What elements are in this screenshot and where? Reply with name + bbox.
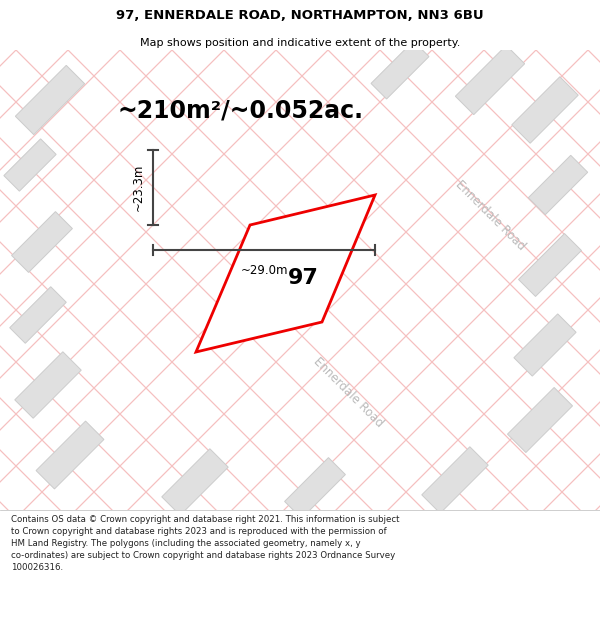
Polygon shape: [512, 77, 578, 143]
Polygon shape: [518, 234, 581, 296]
Polygon shape: [10, 287, 66, 343]
Text: ~29.0m: ~29.0m: [240, 264, 288, 277]
Polygon shape: [196, 195, 375, 352]
Polygon shape: [15, 352, 81, 418]
Polygon shape: [371, 41, 429, 99]
Text: Contains OS data © Crown copyright and database right 2021. This information is : Contains OS data © Crown copyright and d…: [11, 514, 400, 572]
Polygon shape: [514, 314, 576, 376]
Text: Map shows position and indicative extent of the property.: Map shows position and indicative extent…: [140, 38, 460, 48]
Text: ~23.3m: ~23.3m: [132, 164, 145, 211]
Polygon shape: [11, 212, 73, 272]
Polygon shape: [36, 421, 104, 489]
Polygon shape: [529, 155, 587, 215]
Text: Ennerdale Road: Ennerdale Road: [311, 354, 385, 429]
Text: ~210m²/~0.052ac.: ~210m²/~0.052ac.: [117, 98, 363, 122]
Polygon shape: [4, 139, 56, 191]
Polygon shape: [455, 46, 524, 114]
Polygon shape: [284, 458, 346, 518]
Text: Ennerdale Road: Ennerdale Road: [452, 177, 527, 252]
Text: 97, ENNERDALE ROAD, NORTHAMPTON, NN3 6BU: 97, ENNERDALE ROAD, NORTHAMPTON, NN3 6BU: [116, 9, 484, 22]
Polygon shape: [16, 66, 85, 134]
Polygon shape: [508, 388, 572, 452]
Polygon shape: [162, 449, 228, 515]
Text: 97: 97: [289, 269, 319, 289]
Polygon shape: [422, 447, 488, 513]
